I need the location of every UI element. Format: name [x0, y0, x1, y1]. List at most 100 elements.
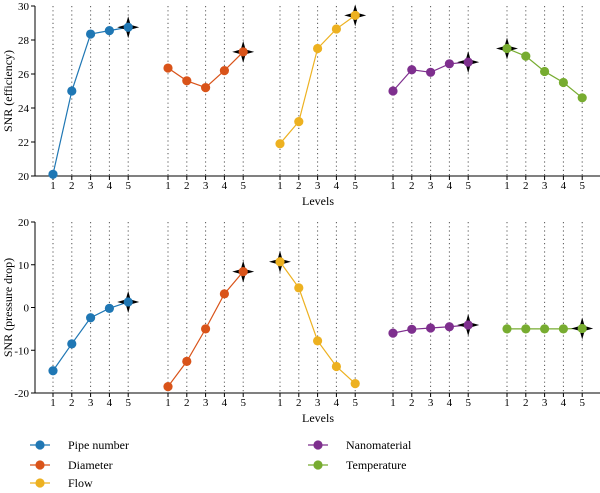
y-tick-label: 30	[18, 1, 30, 13]
x-tick-label: 4	[222, 397, 228, 409]
y-tick-label: 10	[18, 260, 30, 272]
x-tick-label: 4	[561, 397, 567, 409]
y-tick-label: 22	[18, 137, 29, 149]
x-tick-label: 1	[165, 180, 171, 192]
x-tick-label: 2	[69, 180, 75, 192]
data-point	[105, 26, 114, 35]
legend: Pipe number Diameter Flow Nanomaterial Tempe…	[30, 438, 412, 488]
data-point	[407, 65, 416, 74]
data-point	[105, 304, 114, 313]
x-tick-label: 2	[523, 180, 529, 192]
data-point	[313, 44, 322, 53]
data-point	[559, 78, 568, 87]
data-point	[521, 52, 530, 61]
x-tick-label: 5	[240, 397, 246, 409]
x-tick-label: 5	[579, 180, 585, 192]
x-tick-label: 4	[107, 180, 113, 192]
data-point	[182, 76, 191, 85]
x-tick-label: 3	[203, 397, 209, 409]
x-tick-label: 1	[390, 180, 396, 192]
legend-swatch-dot	[313, 460, 322, 469]
legend-label: Diameter	[68, 458, 113, 472]
data-point	[445, 59, 454, 68]
legend-label: Temperature	[346, 458, 406, 472]
x-tick-label: 1	[504, 180, 510, 192]
x-tick-label: 5	[240, 180, 246, 192]
data-point	[502, 324, 511, 333]
legend-swatch-dot	[313, 440, 322, 449]
legend-entry-diameter: Diameter	[30, 458, 113, 472]
x-tick-label: 4	[334, 180, 340, 192]
data-point	[294, 283, 303, 292]
data-point	[201, 83, 210, 92]
x-tick-label: 4	[447, 397, 453, 409]
x-tick-label: 1	[277, 180, 283, 192]
y-axis-label: SNR (efficiency)	[1, 50, 15, 132]
x-tick-label: 3	[203, 180, 209, 192]
x-tick-label: 3	[88, 180, 94, 192]
data-point	[48, 366, 57, 375]
x-tick-label: 5	[465, 180, 471, 192]
data-point	[578, 93, 587, 102]
y-tick-label: -10	[14, 345, 29, 357]
x-tick-label: 5	[352, 180, 358, 192]
legend-label: Pipe number	[68, 438, 129, 452]
x-tick-label: 1	[390, 397, 396, 409]
x-tick-label: 5	[125, 180, 131, 192]
data-point	[351, 11, 360, 20]
y-tick-label: 0	[24, 303, 30, 315]
x-tick-label: 2	[409, 397, 415, 409]
x-tick-label: 2	[409, 180, 415, 192]
y-tick-label: 26	[18, 69, 30, 81]
data-point	[67, 339, 76, 348]
data-point	[332, 24, 341, 33]
legend-entry-pipe-number: Pipe number	[30, 438, 129, 452]
legend-swatch-dot	[35, 440, 44, 449]
data-point	[201, 324, 210, 333]
x-tick-label: 3	[542, 180, 548, 192]
data-point	[332, 362, 341, 371]
x-tick-label: 5	[352, 397, 358, 409]
x-tick-label: 4	[447, 180, 453, 192]
x-tick-label: 4	[222, 180, 228, 192]
y-axis-label: SNR (pressure drop)	[1, 258, 15, 357]
x-tick-label: 1	[165, 397, 171, 409]
x-tick-label: 2	[184, 397, 190, 409]
data-point	[239, 47, 248, 56]
legend-label: Nanomaterial	[346, 438, 412, 452]
y-tick-label: 24	[18, 103, 30, 115]
data-point	[445, 322, 454, 331]
data-point	[464, 58, 473, 67]
legend-label: Flow	[68, 476, 93, 488]
data-point	[351, 379, 360, 388]
data-point	[275, 257, 284, 266]
legend-entry-temperature: Temperature	[308, 458, 406, 472]
x-tick-label: 3	[428, 180, 434, 192]
x-tick-label: 4	[334, 397, 340, 409]
x-tick-label: 4	[561, 180, 567, 192]
x-tick-label: 2	[296, 180, 302, 192]
x-tick-label: 5	[465, 397, 471, 409]
data-point	[521, 324, 530, 333]
data-point	[388, 329, 397, 338]
y-tick-label: 20	[18, 171, 30, 183]
series-line	[53, 27, 128, 174]
data-point	[464, 320, 473, 329]
data-point	[540, 324, 549, 333]
x-tick-label: 1	[277, 397, 283, 409]
data-point	[124, 23, 133, 32]
data-point	[502, 44, 511, 53]
data-point	[86, 313, 95, 322]
y-tick-label: 20	[18, 217, 30, 229]
x-tick-label: 3	[315, 180, 321, 192]
data-point	[313, 336, 322, 345]
